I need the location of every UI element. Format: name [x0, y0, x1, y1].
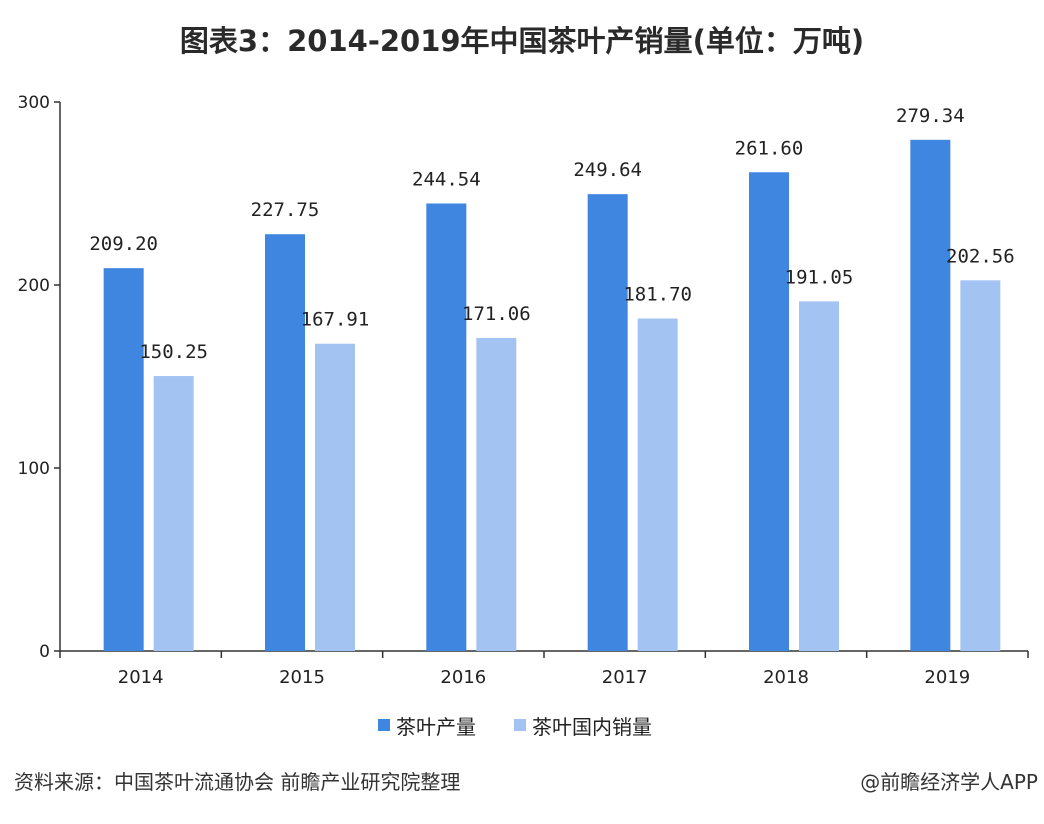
- chart-title: 图表3：2014-2019年中国茶叶产销量(单位：万吨): [179, 24, 865, 58]
- data-label: 191.05: [785, 266, 854, 288]
- data-label: 249.64: [573, 159, 642, 181]
- bar-domestic-sales: [799, 301, 839, 651]
- legend-label-domestic-sales: 茶叶国内销量: [532, 714, 652, 739]
- x-tick-label: 2018: [763, 667, 809, 688]
- legend-label-production: 茶叶产量: [396, 714, 476, 739]
- bar-domestic-sales: [960, 280, 1001, 651]
- credit-note: @前瞻经济学人APP: [860, 770, 1038, 794]
- data-label: 202.56: [946, 245, 1015, 267]
- data-label: 150.25: [139, 341, 208, 363]
- bar-domestic-sales: [476, 337, 517, 651]
- x-tick-label: 2015: [279, 667, 325, 688]
- source-note: 资料来源：中国茶叶流通协会 前瞻产业研究院整理: [14, 770, 461, 794]
- data-label: 227.75: [251, 199, 320, 221]
- x-tick-label: 2014: [118, 667, 164, 688]
- bar-production: [426, 203, 467, 651]
- data-label: 181.70: [623, 283, 692, 305]
- y-tick-label: 0: [39, 642, 50, 662]
- data-label: 244.54: [412, 168, 481, 190]
- data-label: 171.06: [462, 303, 531, 325]
- y-tick-label: 200: [18, 276, 50, 296]
- legend-swatch-domestic-sales: [514, 719, 526, 731]
- y-tick-label: 100: [18, 459, 50, 479]
- bar-production: [265, 234, 305, 651]
- bar-production: [587, 194, 628, 651]
- legend-item-domestic-sales: 茶叶国内销量: [514, 710, 652, 740]
- x-tick-label: 2016: [440, 667, 486, 688]
- bar-production: [749, 172, 789, 651]
- x-tick-label: 2017: [602, 667, 648, 688]
- bar-production: [910, 139, 951, 651]
- legend-swatch-production: [378, 719, 390, 731]
- bar-domestic-sales: [153, 376, 194, 651]
- bar-production: [103, 268, 144, 651]
- bar-domestic-sales: [315, 343, 355, 651]
- x-tick-label: 2019: [924, 667, 970, 688]
- legend-item-production: 茶叶产量: [378, 710, 476, 740]
- bar-domestic-sales: [637, 318, 678, 651]
- data-label: 279.34: [896, 105, 965, 127]
- data-label: 167.91: [301, 309, 370, 331]
- y-tick-label: 300: [18, 93, 50, 113]
- data-label: 209.20: [89, 233, 158, 255]
- data-label: 261.60: [735, 137, 804, 159]
